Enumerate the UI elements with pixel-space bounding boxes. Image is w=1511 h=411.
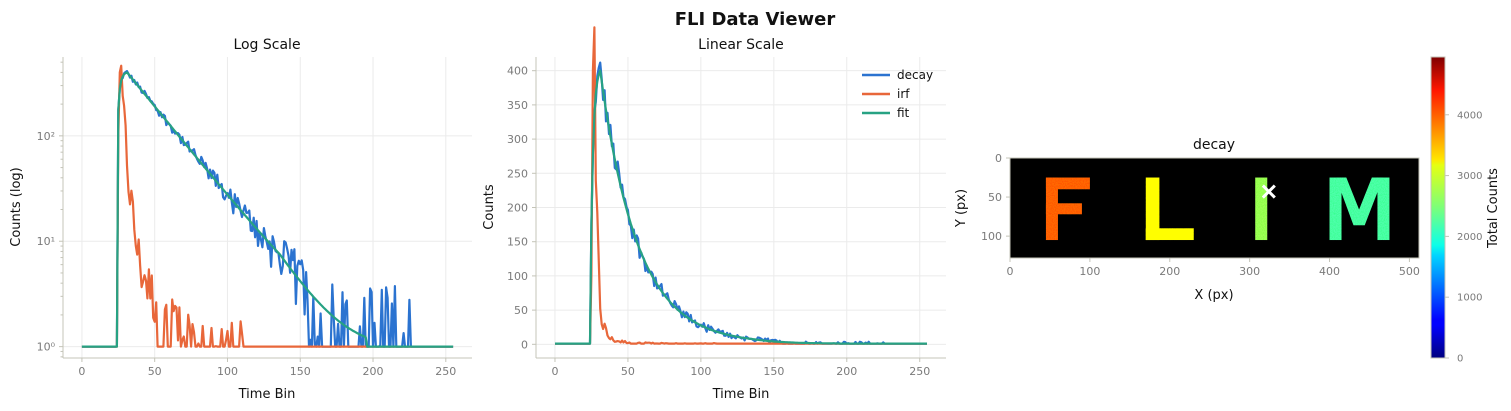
colorbar	[1430, 56, 1446, 359]
colorbar-tick-label: 3000	[1457, 171, 1482, 182]
y-tick-label: 100	[507, 270, 528, 283]
y-tick-label: 0	[521, 338, 528, 351]
image-x-axis-label: X (px)	[1194, 288, 1233, 303]
x-tick-label: 250	[435, 365, 456, 378]
image-y-tick-label: 100	[981, 230, 1002, 243]
series-fit-line	[81, 71, 454, 348]
x-tick-label: 200	[836, 365, 857, 378]
image-letters	[1045, 177, 1390, 241]
letter-F	[1045, 177, 1090, 241]
log-y-axis-label: Counts (log)	[9, 167, 24, 246]
legend-fit-label: fit	[897, 106, 910, 120]
x-tick-label: 0	[78, 365, 85, 378]
letter-F-stroke-0	[1045, 177, 1090, 190]
y-tick-label: 400	[507, 65, 528, 78]
image-axes: 0 100 200 300 400 500 0 50 100	[981, 152, 1420, 278]
letter-M-stroke-0	[1329, 177, 1342, 241]
y-tick-label: 350	[507, 99, 528, 112]
linear-y-axis-label: Counts	[482, 184, 497, 230]
image-x-tick-label: 400	[1319, 265, 1340, 278]
decay-image-panel: decay 0 100 200 300 400 500 0 50 100 X (px) Y (p…	[954, 56, 1501, 365]
image-x-tick-label: 500	[1399, 265, 1420, 278]
image-y-axis-label: Y (px)	[954, 189, 969, 228]
x-tick-label: 100	[217, 365, 238, 378]
x-tick-label: 0	[551, 365, 558, 378]
image-y-tick-label: 0	[995, 152, 1002, 165]
log-series-layer	[81, 64, 454, 348]
y-tick-label: 10¹	[37, 235, 55, 248]
linear-axes: 0 50 100 150 200 250 0 50 100 150 200 250 300 350 400	[507, 57, 946, 378]
image-x-tick-label: 0	[1007, 265, 1014, 278]
linear-series-layer	[555, 26, 927, 345]
letter-I	[1255, 177, 1268, 241]
y-tick-label: 50	[514, 304, 528, 317]
series-irf-line	[81, 64, 454, 348]
log-x-axis-label: Time Bin	[238, 387, 296, 402]
log-scale-panel: Log Scale 0 50 100 150 200 250 10⁰ 10¹ 10² Time …	[9, 37, 472, 402]
log-axes: 0 50 100 150 200 250 10⁰ 10¹ 10²	[37, 57, 472, 378]
letter-L-stroke-0	[1145, 177, 1160, 241]
legend-irf-label: irf	[897, 87, 910, 101]
letter-M-stroke-1	[1377, 177, 1390, 241]
colorbar-tick-label: 0	[1457, 354, 1463, 365]
pixel-marker-layer[interactable]	[1261, 184, 1276, 199]
letter-M	[1329, 177, 1390, 241]
image-y-tick-label: 50	[988, 191, 1002, 204]
linear-x-axis-label: Time Bin	[712, 387, 770, 402]
colorbar-tick-label: 1000	[1457, 293, 1482, 304]
y-tick-label: 150	[507, 236, 528, 249]
letter-I-stroke-0	[1255, 177, 1268, 241]
image-frame	[1009, 157, 1420, 259]
series-decay-line	[81, 69, 454, 348]
marker-stroke-b	[1261, 184, 1276, 199]
x-tick-label: 150	[290, 365, 311, 378]
x-tick-label: 50	[148, 365, 162, 378]
x-tick-label: 250	[909, 365, 930, 378]
selected-pixel-marker[interactable]	[1261, 184, 1276, 199]
linear-legend: decay irf fit	[862, 68, 933, 120]
series-fit-line	[555, 69, 927, 345]
colorbar-ticks: 0 1000 2000 3000 4000	[1445, 110, 1482, 365]
colorbar-tick-label: 2000	[1457, 232, 1482, 243]
figure-title: FLI Data Viewer	[675, 9, 836, 30]
x-tick-label: 50	[621, 365, 635, 378]
image-x-tick-label: 200	[1159, 265, 1180, 278]
x-tick-label: 100	[690, 365, 711, 378]
linear-grid	[536, 57, 946, 358]
x-tick-label: 150	[763, 365, 784, 378]
log-panel-title: Log Scale	[233, 37, 300, 53]
letter-M-vee	[1335, 177, 1384, 226]
y-tick-label: 10²	[37, 130, 55, 143]
legend-decay-label: decay	[897, 68, 933, 82]
linear-panel-title: Linear Scale	[698, 37, 784, 53]
image-panel-title: decay	[1193, 137, 1235, 153]
linear-scale-panel: Linear Scale 0 50 100 150 200 250 0 50 100 150 200…	[482, 26, 946, 402]
y-tick-label: 200	[507, 202, 528, 215]
letter-L	[1145, 177, 1194, 241]
y-tick-label: 300	[507, 133, 528, 146]
image-x-tick-label: 100	[1079, 265, 1100, 278]
colorbar-tick-label: 4000	[1457, 110, 1482, 121]
colorbar-label: Total Counts	[1486, 168, 1501, 249]
image-x-tick-label: 300	[1239, 265, 1260, 278]
y-tick-label: 10⁰	[37, 341, 56, 354]
y-tick-label: 250	[507, 167, 528, 180]
x-tick-label: 200	[363, 365, 384, 378]
letter-F-stroke-2	[1045, 203, 1082, 215]
letter-L-stroke-1	[1145, 228, 1194, 241]
